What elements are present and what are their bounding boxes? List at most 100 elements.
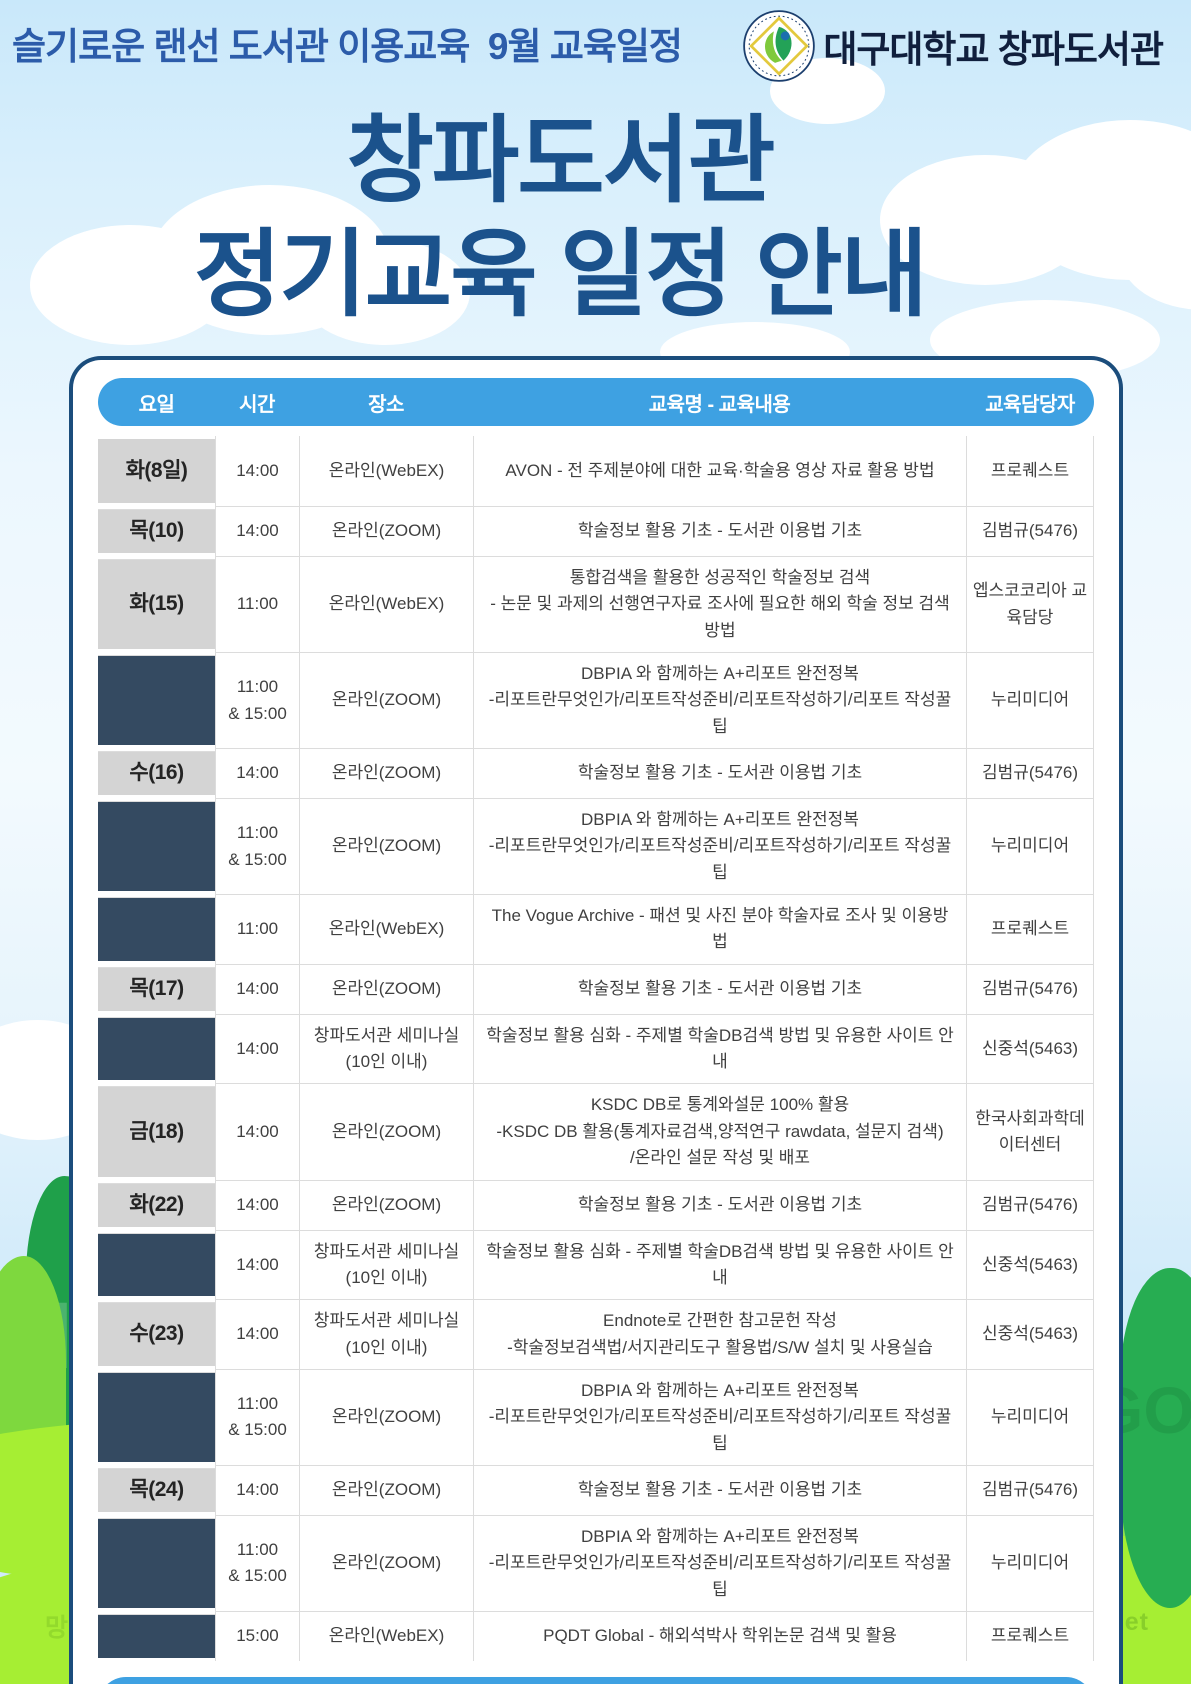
header-cell-manager: 교육담당자 bbox=[985, 393, 1075, 416]
brand: 대구대학교 창파도서관 bbox=[743, 10, 1164, 82]
day-cell bbox=[98, 897, 215, 961]
place-cell: 온라인(ZOOM) bbox=[299, 652, 473, 749]
time-cell: 11:00 bbox=[215, 556, 299, 653]
main-title: 창파도서관 정기교육 일정 안내 bbox=[0, 104, 1120, 332]
header-cell-time: 시간 bbox=[239, 393, 275, 416]
manager-cell: 김범규(5476) bbox=[966, 1179, 1094, 1230]
table-row: 화(22) 14:00 온라인(ZOOM) 학술정보 활용 기초 - 도서관 이… bbox=[98, 1179, 1094, 1230]
place-cell: 온라인(ZOOM) bbox=[299, 506, 473, 556]
day-cell bbox=[98, 1613, 215, 1658]
content-cell: 통합검색을 활용한 성공적인 학술정보 검색 - 논문 및 과제의 선행연구자료… bbox=[473, 556, 966, 653]
content-cell: 학술정보 활용 기초 - 도서관 이용법 기초 bbox=[473, 1464, 966, 1515]
main-title-line2: 정기교육 일정 안내 bbox=[194, 222, 928, 328]
time-cell: 14:00 bbox=[215, 436, 299, 506]
content-cell: 학술정보 활용 기초 - 도서관 이용법 기초 bbox=[473, 963, 966, 1014]
time-cell: 14:00 bbox=[215, 1464, 299, 1515]
manager-cell: 김범규(5476) bbox=[966, 1464, 1094, 1515]
content-cell: 학술정보 활용 기초 - 도서관 이용법 기초 bbox=[473, 748, 966, 799]
time-cell: 11:00 & 15:00 bbox=[215, 1368, 299, 1465]
time-cell: 11:00 & 15:00 bbox=[215, 798, 299, 895]
cloud bbox=[300, 240, 470, 345]
content-cell: 학술정보 활용 기초 - 도서관 이용법 기초 bbox=[473, 1179, 966, 1230]
place-cell: 온라인(ZOOM) bbox=[299, 748, 473, 799]
day-cell bbox=[98, 1371, 215, 1462]
place-cell: 온라인(ZOOM) bbox=[299, 1514, 473, 1611]
day-cell: 수(16) bbox=[98, 751, 215, 796]
main-title-line1: 창파도서관 bbox=[346, 108, 775, 214]
place-cell: 창파도서관 세미나실 (10인 이내) bbox=[299, 1013, 473, 1084]
table-row: 목(17) 14:00 온라인(ZOOM) 학술정보 활용 기초 - 도서관 이… bbox=[98, 963, 1094, 1014]
place-cell: 온라인(ZOOM) bbox=[299, 1179, 473, 1230]
table-row: 목(24) 14:00 온라인(ZOOM) 학술정보 활용 기초 - 도서관 이… bbox=[98, 1464, 1094, 1515]
day-cell: 화(15) bbox=[98, 559, 215, 650]
table-row: 11:00 & 15:00 온라인(ZOOM) DBPIA 와 함께하는 A+리… bbox=[98, 1514, 1094, 1611]
day-cell: 화(22) bbox=[98, 1182, 215, 1227]
manager-cell: 누리미디어 bbox=[966, 798, 1094, 895]
place-cell: 온라인(ZOOM) bbox=[299, 1083, 473, 1180]
manager-cell: 엡스코코리아 교육담당 bbox=[966, 556, 1094, 653]
schedule-rows: 화(8일) 14:00 온라인(WebEX) AVON - 전 주제분야에 대한… bbox=[98, 436, 1094, 1661]
content-cell: AVON - 전 주제분야에 대한 교육·학술용 영상 자료 활용 방법 bbox=[473, 436, 966, 506]
place-cell: 온라인(ZOOM) bbox=[299, 798, 473, 895]
content-cell: DBPIA 와 함께하는 A+리포트 완전정복 -리포트란무엇인가/리포트작성준… bbox=[473, 1514, 966, 1611]
content-cell: DBPIA 와 함께하는 A+리포트 완전정복 -리포트란무엇인가/리포트작성준… bbox=[473, 652, 966, 749]
table-row: 화(8일) 14:00 온라인(WebEX) AVON - 전 주제분야에 대한… bbox=[98, 436, 1094, 506]
content-cell: The Vogue Archive - 패션 및 사진 분야 학술자료 조사 및… bbox=[473, 894, 966, 964]
table-row: 15:00 온라인(WebEX) PQDT Global - 해외석박사 학위논… bbox=[98, 1610, 1094, 1661]
footer-note: ※ 온라인 교육 링크 및 상세 사항 홈페이지 참고 bbox=[98, 1676, 1094, 1684]
place-cell: 온라인(WebEX) bbox=[299, 436, 473, 506]
content-cell: DBPIA 와 함께하는 A+리포트 완전정복 -리포트란무엇인가/리포트작성준… bbox=[473, 798, 966, 895]
day-cell bbox=[98, 1232, 215, 1297]
manager-cell: 신중석(5463) bbox=[966, 1013, 1094, 1084]
time-cell: 14:00 bbox=[215, 1179, 299, 1230]
manager-cell: 신중석(5463) bbox=[966, 1229, 1094, 1300]
day-cell bbox=[98, 655, 215, 746]
day-cell bbox=[98, 1016, 215, 1081]
header-cell-place: 장소 bbox=[368, 393, 404, 416]
time-cell: 11:00 bbox=[215, 894, 299, 964]
manager-cell: 프로퀘스트 bbox=[966, 1610, 1094, 1661]
place-cell: 온라인(WebEX) bbox=[299, 556, 473, 653]
table-header: 요일 시간 장소 교육명 - 교육내용 교육담당자 bbox=[98, 378, 1094, 426]
brand-name: 대구대학교 창파도서관 bbox=[823, 29, 1164, 70]
table-row: 14:00 창파도서관 세미나실 (10인 이내) 학술정보 활용 심화 - 주… bbox=[98, 1229, 1094, 1300]
place-cell: 온라인(WebEX) bbox=[299, 894, 473, 964]
table-row: 금(18) 14:00 온라인(ZOOM) KSDC DB로 통계와설문 100… bbox=[98, 1083, 1094, 1180]
day-cell: 목(10) bbox=[98, 509, 215, 553]
table-row: 수(16) 14:00 온라인(ZOOM) 학술정보 활용 기초 - 도서관 이… bbox=[98, 748, 1094, 799]
manager-cell: 누리미디어 bbox=[966, 1368, 1094, 1465]
manager-cell: 프로퀘스트 bbox=[966, 436, 1094, 506]
manager-cell: 김범규(5476) bbox=[966, 506, 1094, 556]
schedule-card: 요일 시간 장소 교육명 - 교육내용 교육담당자 화(8일) 14:00 온라… bbox=[69, 356, 1123, 1684]
manager-cell: 김범규(5476) bbox=[966, 748, 1094, 799]
place-cell: 창파도서관 세미나실 (10인 이내) bbox=[299, 1299, 473, 1369]
table-row: 11:00 & 15:00 온라인(ZOOM) DBPIA 와 함께하는 A+리… bbox=[98, 652, 1094, 749]
day-cell bbox=[98, 801, 215, 892]
place-cell: 온라인(ZOOM) bbox=[299, 1464, 473, 1515]
manager-cell: 누리미디어 bbox=[966, 1514, 1094, 1611]
content-cell: PQDT Global - 해외석박사 학위논문 검색 및 활용 bbox=[473, 1610, 966, 1661]
content-cell: 학술정보 활용 기초 - 도서관 이용법 기초 bbox=[473, 506, 966, 556]
day-cell: 목(17) bbox=[98, 966, 215, 1011]
manager-cell: 누리미디어 bbox=[966, 652, 1094, 749]
time-cell: 14:00 bbox=[215, 1013, 299, 1084]
place-cell: 창파도서관 세미나실 (10인 이내) bbox=[299, 1229, 473, 1300]
manager-cell: 신중석(5463) bbox=[966, 1299, 1094, 1369]
time-cell: 14:00 bbox=[215, 963, 299, 1014]
content-cell: Endnote로 간편한 참고문헌 작성 -학술정보검색법/서지관리도구 활용법… bbox=[473, 1299, 966, 1369]
content-cell: 학술정보 활용 심화 - 주제별 학술DB검색 방법 및 유용한 사이트 안내 bbox=[473, 1013, 966, 1084]
poster-kicker: 슬기로운 랜선 도서관 이용교육 9월 교육일정 bbox=[12, 26, 683, 67]
table-row: 11:00 온라인(WebEX) The Vogue Archive - 패션 … bbox=[98, 894, 1094, 964]
content-cell: KSDC DB로 통계와설문 100% 활용 -KSDC DB 활용(통계자료검… bbox=[473, 1083, 966, 1180]
manager-cell: 프로퀘스트 bbox=[966, 894, 1094, 964]
day-cell bbox=[98, 1517, 215, 1608]
university-emblem-icon bbox=[743, 10, 816, 82]
table-row: 화(15) 11:00 온라인(WebEX) 통합검색을 활용한 성공적인 학술… bbox=[98, 556, 1094, 653]
tree-icon bbox=[1120, 1268, 1191, 1608]
header-cell-content: 교육명 - 교육내용 bbox=[648, 393, 791, 416]
time-cell: 14:00 bbox=[215, 506, 299, 556]
table-row: 11:00 & 15:00 온라인(ZOOM) DBPIA 와 함께하는 A+리… bbox=[98, 1368, 1094, 1465]
time-cell: 11:00 & 15:00 bbox=[215, 652, 299, 749]
header-cell-day: 요일 bbox=[138, 393, 175, 416]
